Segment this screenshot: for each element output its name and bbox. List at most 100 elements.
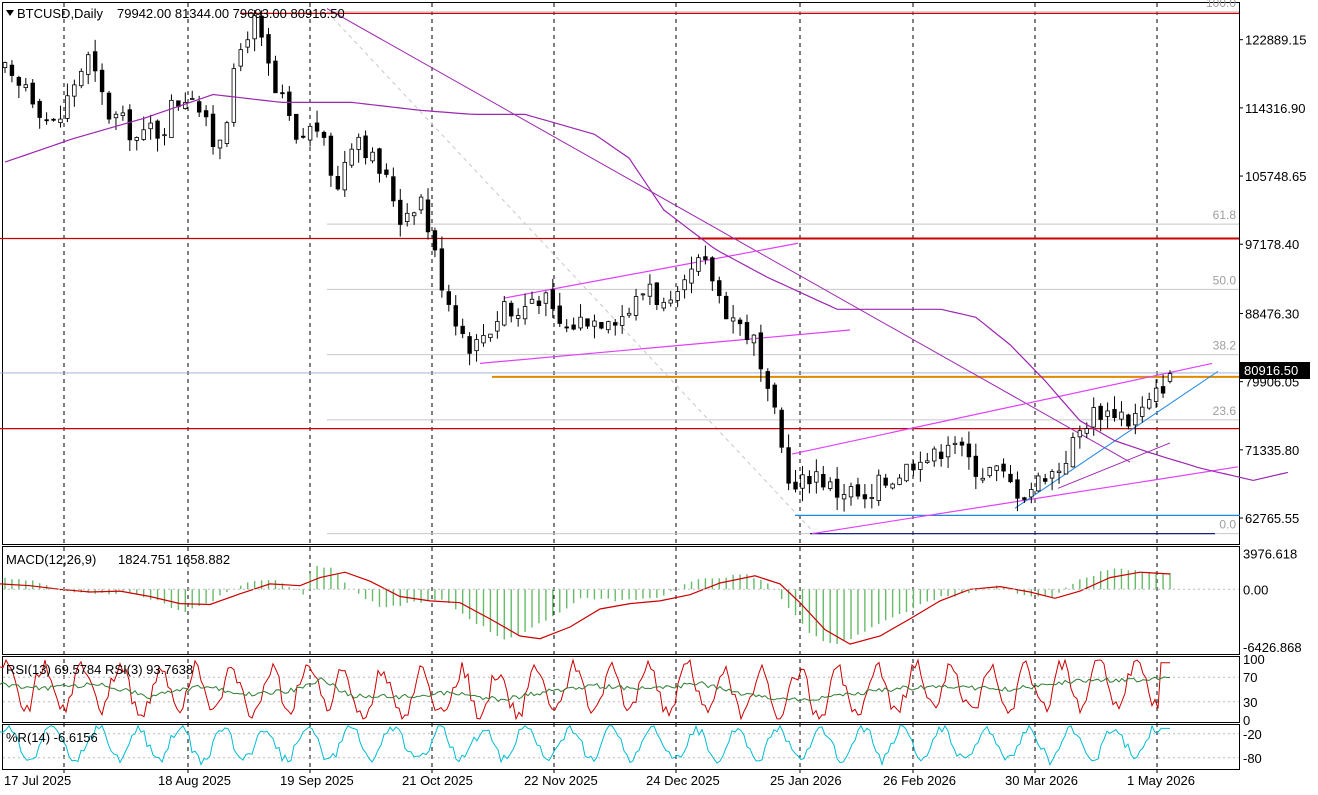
bear-candle [335, 176, 341, 190]
price-axis[interactable]: 122889.15 114316.90 105748.65 97178.40 88476… [1239, 33, 1306, 526]
bear-candle [1098, 405, 1103, 420]
bull-candle [932, 448, 937, 462]
bear-candle [439, 248, 445, 291]
bull-candle [730, 317, 736, 322]
bull-candle [65, 95, 70, 119]
bear-candle [328, 135, 334, 176]
bull-candle [696, 257, 701, 272]
bear-candle [710, 257, 715, 282]
bull-candle [661, 301, 666, 309]
bear-candle [9, 64, 15, 76]
bear-candle [1008, 473, 1013, 483]
bear-candle [321, 131, 327, 138]
bull-candle [502, 301, 507, 326]
bull-candle [751, 334, 757, 344]
bull-candle [848, 486, 854, 498]
bull-candle [1133, 413, 1138, 426]
bull-candle [606, 321, 611, 331]
bear-candle [779, 409, 784, 448]
x-tick-label: 24 Dec 2025 [646, 773, 720, 788]
bull-candle [349, 148, 354, 166]
bull-candle [890, 483, 895, 489]
bear-candle [300, 135, 306, 138]
bull-candle [800, 474, 805, 489]
rsi-axis-label: 30 [1243, 695, 1257, 710]
rsi-indicator: 100 70 30 0 [0, 652, 1265, 728]
bear-candle [127, 109, 133, 141]
x-tick-label: 25 Jan 2026 [770, 773, 842, 788]
bull-candle [148, 122, 153, 130]
bull-candle [647, 283, 653, 297]
bull-candle [841, 494, 847, 500]
bull-candle [72, 84, 77, 97]
bear-candle [807, 475, 812, 485]
fib-level-label: 61.8 [1213, 208, 1237, 222]
bear-candle [99, 69, 105, 93]
symbol-label: BTCUSD,Daily [17, 6, 103, 21]
x-tick-label: 18 Aug 2025 [158, 773, 231, 788]
symbol-dropdown-icon[interactable] [6, 10, 14, 16]
bull-candle [1146, 399, 1152, 409]
bear-candle [266, 34, 271, 64]
bull-candle [668, 299, 673, 304]
wpr-title: %R(14) -6.6156 [6, 730, 98, 745]
bull-candle [592, 320, 597, 327]
bull-candle [1091, 407, 1096, 428]
wpr-axis-label: -20 [1243, 727, 1262, 742]
bear-candle [654, 282, 660, 305]
bear-candle [938, 451, 944, 459]
macd-values: 1824.751 1658.882 [118, 552, 230, 567]
bear-candle [1015, 479, 1020, 499]
bear-candle [273, 60, 278, 94]
x-tick-label: 26 Feb 2026 [883, 773, 956, 788]
bull-candle [682, 279, 687, 291]
bear-candle [210, 113, 216, 148]
bull-candle [1084, 428, 1089, 434]
bear-candle [557, 305, 562, 324]
bull-candle [904, 463, 909, 482]
bear-candle [1042, 478, 1048, 482]
bull-candle [405, 212, 410, 222]
ma-line [4, 93, 1289, 482]
bear-candle [460, 325, 465, 335]
bull-candle [495, 321, 500, 332]
bear-candle [723, 295, 729, 320]
bull-candle [169, 99, 174, 138]
bull-candle [134, 137, 139, 141]
bear-candle [821, 474, 826, 488]
bull-candle [689, 268, 694, 284]
fib-level-label: 0.0 [1219, 518, 1236, 532]
bear-candle [1022, 497, 1027, 500]
bull-candle [1029, 489, 1034, 498]
bull-candle [675, 291, 680, 301]
bull-candle [307, 125, 313, 141]
bear-candle [155, 120, 160, 139]
bear-candle [1160, 386, 1166, 394]
bear-candle [384, 169, 389, 175]
bear-candle [883, 477, 888, 486]
bull-candle [515, 315, 521, 319]
y-tick-label: 114316.90 [1245, 101, 1306, 116]
bear-candle [30, 82, 35, 105]
rsi-slow-line [0, 676, 1170, 702]
bull-candle [640, 293, 646, 296]
y-tick-label: 71335.80 [1245, 443, 1299, 458]
bull-candle [342, 161, 347, 191]
bear-candle [564, 326, 569, 329]
bear-candle [106, 92, 112, 120]
bear-candle [203, 110, 209, 118]
bear-candle [550, 289, 556, 309]
bull-candle [1070, 437, 1076, 468]
bull-candle [1056, 470, 1062, 473]
rsi-axis-label: 100 [1243, 652, 1265, 667]
ohlc-label: 79942.00 81344.00 79693.00 80916.50 [117, 6, 345, 21]
bull-candle [626, 312, 632, 316]
bear-candle [959, 441, 965, 446]
bear-candle [259, 16, 264, 38]
bear-candle [453, 305, 458, 327]
time-axis[interactable]: 17 Jul 2025 18 Aug 2025 19 Sep 2025 21 Oct … [4, 769, 1195, 788]
macd-panel-frame [2, 546, 1240, 655]
trend-line-3 [791, 362, 1213, 455]
bear-candle [432, 230, 438, 251]
